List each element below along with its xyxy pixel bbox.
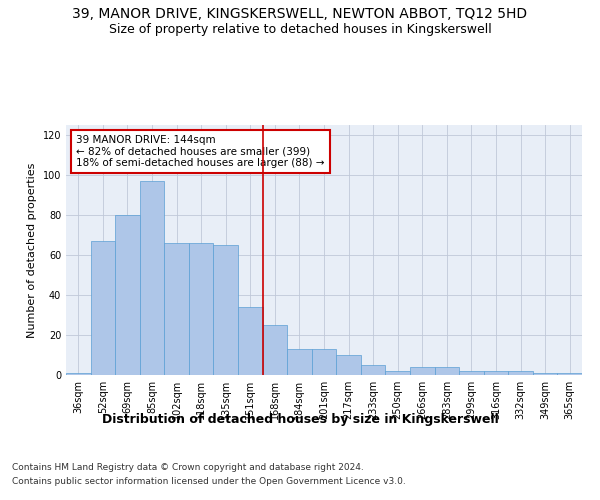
Bar <box>189 243 214 375</box>
Text: 39 MANOR DRIVE: 144sqm
← 82% of detached houses are smaller (399)
18% of semi-de: 39 MANOR DRIVE: 144sqm ← 82% of detached… <box>76 135 325 168</box>
Bar <box>410 367 434 375</box>
Bar <box>164 243 189 375</box>
Bar <box>434 367 459 375</box>
Bar <box>140 181 164 375</box>
Bar <box>263 325 287 375</box>
Text: Size of property relative to detached houses in Kingskerswell: Size of property relative to detached ho… <box>109 22 491 36</box>
Y-axis label: Number of detached properties: Number of detached properties <box>27 162 37 338</box>
Text: Contains public sector information licensed under the Open Government Licence v3: Contains public sector information licen… <box>12 478 406 486</box>
Bar <box>459 371 484 375</box>
Bar <box>484 371 508 375</box>
Bar <box>91 241 115 375</box>
Text: Distribution of detached houses by size in Kingskerswell: Distribution of detached houses by size … <box>101 412 499 426</box>
Bar <box>115 215 140 375</box>
Bar <box>385 371 410 375</box>
Text: Contains HM Land Registry data © Crown copyright and database right 2024.: Contains HM Land Registry data © Crown c… <box>12 462 364 471</box>
Bar <box>557 373 582 375</box>
Bar <box>336 355 361 375</box>
Bar <box>361 365 385 375</box>
Bar <box>238 307 263 375</box>
Text: 39, MANOR DRIVE, KINGSKERSWELL, NEWTON ABBOT, TQ12 5HD: 39, MANOR DRIVE, KINGSKERSWELL, NEWTON A… <box>73 8 527 22</box>
Bar <box>533 373 557 375</box>
Bar <box>66 373 91 375</box>
Bar <box>508 371 533 375</box>
Bar <box>312 349 336 375</box>
Bar <box>214 245 238 375</box>
Bar <box>287 349 312 375</box>
